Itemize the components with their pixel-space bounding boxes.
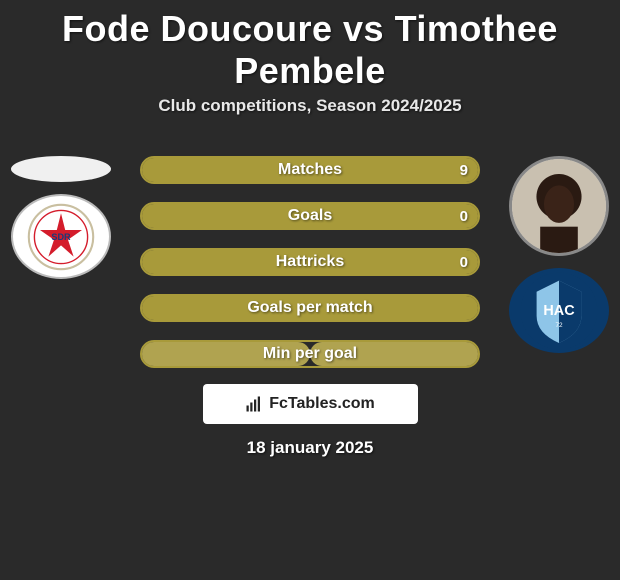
stat-bar: Goals 0 bbox=[140, 202, 480, 230]
subtitle: Club competitions, Season 2024/2025 bbox=[0, 96, 620, 134]
attribution-text: FcTables.com bbox=[269, 395, 375, 413]
stat-bar-value-right: 9 bbox=[460, 162, 468, 179]
stat-bar: Goals per match bbox=[140, 294, 480, 322]
stat-bar: Min per goal bbox=[140, 340, 480, 368]
svg-text:SDR: SDR bbox=[51, 231, 71, 241]
stat-bar-label: Hattricks bbox=[276, 253, 344, 271]
page-title: Fode Doucoure vs Timothee Pembele bbox=[0, 0, 620, 96]
player-silhouette-icon bbox=[512, 156, 606, 256]
player-left-club-badge: SDR bbox=[11, 194, 111, 279]
stat-bar-label: Goals bbox=[288, 207, 332, 225]
attribution-badge: FcTables.com bbox=[203, 384, 418, 424]
stat-bar-value-right: 0 bbox=[460, 254, 468, 271]
stat-bar: Hattricks 0 bbox=[140, 248, 480, 276]
date-text: 18 january 2025 bbox=[0, 438, 620, 458]
reims-crest-icon: SDR bbox=[26, 202, 96, 272]
svg-text:72: 72 bbox=[555, 322, 563, 329]
right-player-column: HAC 72 bbox=[504, 156, 614, 353]
player-right-photo bbox=[509, 156, 609, 256]
stat-bar-label: Matches bbox=[278, 161, 342, 179]
player-left-photo bbox=[11, 156, 111, 182]
player-right-club-badge: HAC 72 bbox=[509, 268, 609, 353]
left-player-column: SDR bbox=[6, 156, 116, 279]
comparison-content: SDR HAC 72 Matches9Goals0Hattricks0Goals… bbox=[0, 134, 620, 458]
chart-icon bbox=[245, 395, 263, 413]
svg-text:HAC: HAC bbox=[543, 303, 574, 319]
stat-bar-value-right: 0 bbox=[460, 208, 468, 225]
stat-bars: Matches 9 Goals 0 Hattricks 0 Goals per match M… bbox=[140, 134, 480, 368]
stat-bar-label: Goals per match bbox=[247, 299, 372, 317]
stat-bar: Matches 9 bbox=[140, 156, 480, 184]
havre-crest-icon: HAC 72 bbox=[519, 271, 599, 351]
stat-bar-label: Min per goal bbox=[263, 345, 357, 363]
